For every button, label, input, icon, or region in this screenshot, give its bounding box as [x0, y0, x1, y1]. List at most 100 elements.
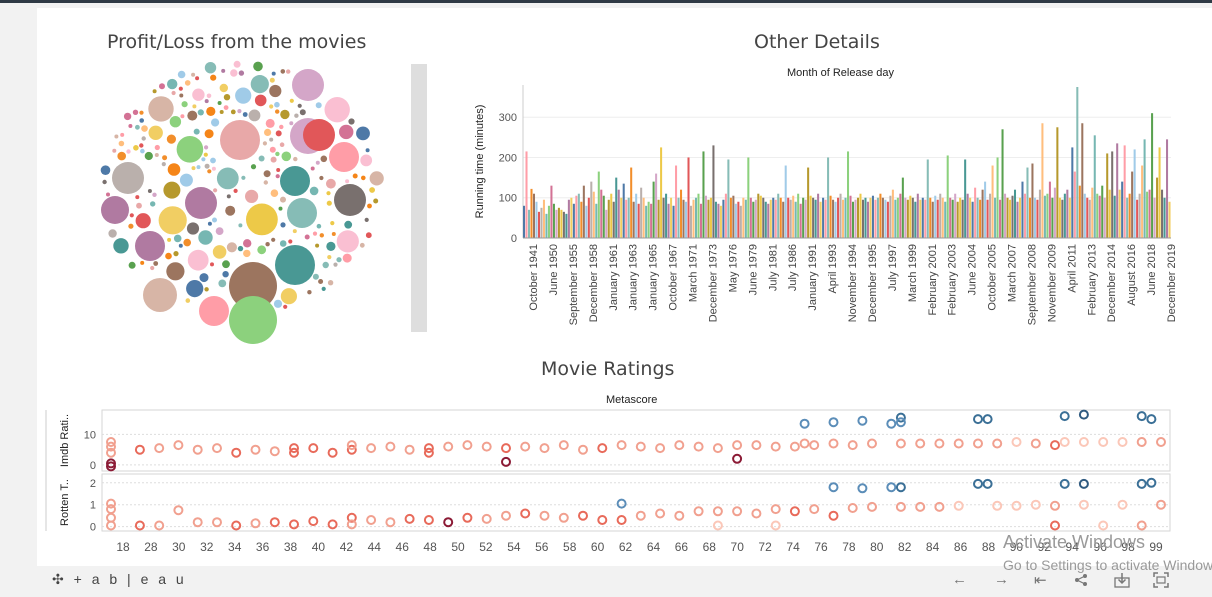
- fullscreen-icon[interactable]: [1153, 571, 1169, 591]
- running-time-bar[interactable]: [525, 151, 528, 238]
- profit-bubble[interactable]: [369, 171, 384, 186]
- running-time-bar[interactable]: [744, 199, 747, 238]
- rating-point[interactable]: [789, 506, 800, 517]
- profit-bubble[interactable]: [312, 273, 319, 280]
- profit-bubble[interactable]: [165, 252, 172, 260]
- profit-bubble[interactable]: [348, 118, 355, 125]
- running-time-bar[interactable]: [1101, 185, 1104, 238]
- running-time-bar[interactable]: [1151, 113, 1154, 238]
- profit-bubble[interactable]: [364, 217, 369, 222]
- rating-point[interactable]: [712, 443, 723, 454]
- running-time-bar[interactable]: [1108, 189, 1111, 238]
- rating-point[interactable]: [895, 501, 906, 512]
- rating-point[interactable]: [732, 506, 743, 517]
- running-time-bar[interactable]: [632, 201, 635, 238]
- profit-bubble[interactable]: [279, 142, 285, 147]
- rating-point[interactable]: [366, 515, 377, 525]
- rating-point[interactable]: [1117, 437, 1128, 447]
- running-time-bar[interactable]: [879, 193, 882, 238]
- running-time-bar[interactable]: [1051, 197, 1054, 238]
- running-time-bar[interactable]: [1158, 147, 1161, 238]
- profit-bubble[interactable]: [294, 113, 299, 118]
- running-time-bar[interactable]: [914, 201, 917, 238]
- profit-bubble[interactable]: [112, 148, 117, 153]
- running-time-bar[interactable]: [1086, 197, 1089, 238]
- running-time-bar[interactable]: [804, 199, 807, 238]
- running-time-bar[interactable]: [1126, 197, 1129, 238]
- rating-point[interactable]: [462, 512, 473, 523]
- profit-bubble[interactable]: [187, 249, 209, 271]
- profit-bubble[interactable]: [152, 89, 157, 94]
- rating-point[interactable]: [481, 441, 492, 452]
- profit-bubble[interactable]: [270, 189, 279, 197]
- profit-bubble[interactable]: [158, 206, 187, 235]
- running-time-bar[interactable]: [615, 177, 618, 238]
- rating-point[interactable]: [346, 512, 357, 523]
- running-time-bar[interactable]: [722, 199, 725, 238]
- profit-bubble[interactable]: [153, 261, 159, 266]
- running-time-bar[interactable]: [909, 195, 912, 238]
- rating-point[interactable]: [558, 440, 569, 451]
- running-time-bar[interactable]: [824, 199, 827, 238]
- running-time-bar[interactable]: [802, 197, 805, 238]
- running-time-bar[interactable]: [655, 173, 658, 238]
- running-time-bar[interactable]: [712, 145, 715, 238]
- running-time-bar[interactable]: [625, 199, 628, 238]
- running-time-bar[interactable]: [1011, 195, 1014, 238]
- rating-point[interactable]: [934, 438, 945, 449]
- running-time-bar[interactable]: [1026, 167, 1029, 238]
- running-time-bar[interactable]: [597, 171, 600, 238]
- profit-bubble[interactable]: [178, 243, 183, 248]
- running-time-bar[interactable]: [861, 199, 864, 238]
- rating-point[interactable]: [346, 444, 357, 455]
- running-time-bar[interactable]: [1021, 181, 1024, 238]
- running-time-bar[interactable]: [929, 197, 932, 238]
- profit-bubble[interactable]: [280, 196, 286, 203]
- profit-bubble[interactable]: [331, 232, 336, 236]
- rating-point[interactable]: [770, 520, 781, 531]
- rating-point[interactable]: [597, 443, 608, 454]
- profit-bubble[interactable]: [135, 124, 140, 130]
- profit-bubble[interactable]: [132, 109, 139, 115]
- profit-bubble[interactable]: [147, 189, 152, 193]
- profit-bubble[interactable]: [287, 198, 317, 228]
- rating-point[interactable]: [134, 520, 145, 531]
- profit-bubble[interactable]: [203, 152, 208, 157]
- running-time-bar[interactable]: [847, 151, 850, 238]
- profit-bubble[interactable]: [336, 257, 342, 263]
- running-time-bar[interactable]: [565, 213, 568, 238]
- running-time-bar[interactable]: [587, 197, 590, 238]
- profit-bubble[interactable]: [250, 75, 269, 94]
- profit-bubble[interactable]: [193, 128, 200, 135]
- profit-bubble[interactable]: [179, 93, 184, 98]
- running-time-bar[interactable]: [620, 197, 623, 238]
- running-time-bar[interactable]: [622, 183, 625, 238]
- rating-point[interactable]: [578, 510, 588, 521]
- running-time-bar[interactable]: [921, 197, 924, 238]
- running-time-bar[interactable]: [557, 207, 560, 238]
- running-time-bar[interactable]: [677, 197, 680, 238]
- running-time-bar[interactable]: [989, 193, 992, 238]
- running-time-bar[interactable]: [869, 197, 872, 238]
- rating-point[interactable]: [847, 503, 858, 513]
- share-icon[interactable]: [1074, 571, 1088, 589]
- profit-bubble[interactable]: [361, 175, 366, 181]
- profit-bubble[interactable]: [365, 148, 370, 153]
- rating-point[interactable]: [269, 446, 280, 457]
- running-time-bar[interactable]: [1148, 189, 1151, 238]
- rating-point[interactable]: [269, 517, 280, 528]
- rating-point[interactable]: [693, 441, 704, 452]
- profit-bubble[interactable]: [254, 94, 267, 107]
- running-time-bar[interactable]: [1038, 189, 1041, 238]
- running-time-bar[interactable]: [886, 201, 889, 238]
- profit-bubble[interactable]: [212, 217, 217, 223]
- rating-point[interactable]: [635, 510, 646, 521]
- profit-bubble[interactable]: [243, 239, 252, 248]
- profit-bubble[interactable]: [206, 106, 216, 116]
- profit-bubble[interactable]: [360, 154, 373, 167]
- rating-point[interactable]: [289, 447, 299, 458]
- profit-bubble[interactable]: [167, 78, 178, 90]
- running-time-bar[interactable]: [637, 203, 640, 238]
- profit-bubble[interactable]: [162, 155, 168, 161]
- running-time-bar[interactable]: [747, 157, 750, 238]
